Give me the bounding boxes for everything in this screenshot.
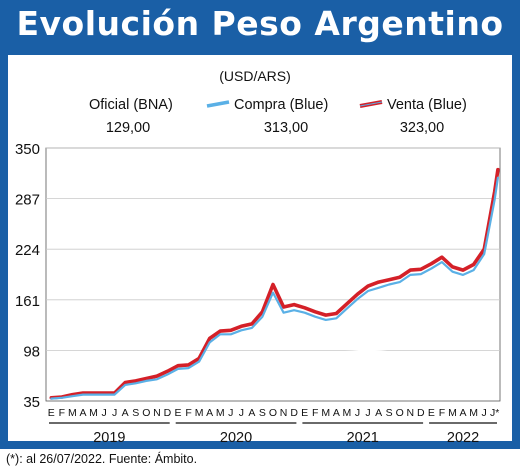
x-tick-label: J [355, 407, 360, 419]
chart: (USD/ARS) Oficial (BNA) 129,00 Compra (Blue… [15, 68, 501, 446]
legend-label: Compra (Blue) [234, 97, 328, 113]
x-tick-label: N [280, 407, 288, 419]
x-tick-label: M [321, 407, 330, 419]
plot-area [45, 147, 501, 402]
legend-label: Oficial (BNA) [89, 97, 173, 113]
series-line-venta [49, 167, 500, 400]
x-tick-label: O [142, 407, 150, 419]
x-tick-label: A [333, 407, 340, 419]
x-tick-label: J [112, 407, 117, 419]
x-tick-label: N [153, 407, 161, 419]
x-tick-label: A [122, 407, 129, 419]
legend-swatch-oficial [61, 100, 85, 108]
y-tick-label: 98 [23, 343, 40, 360]
x-tick-label: D [417, 407, 425, 419]
legend-swatch-venta-inner [359, 101, 383, 107]
x-tick-label: J* [490, 407, 499, 419]
y-tick-label: 287 [15, 192, 40, 209]
x-tick-label: A [248, 407, 255, 419]
x-tick-label: M [68, 407, 77, 419]
x-tick-label: E [428, 407, 435, 419]
series-line-compra [50, 176, 499, 400]
legend-value: 323,00 [400, 120, 444, 136]
x-tick-label: N [406, 407, 414, 419]
x-tick-label: A [206, 407, 213, 419]
legend-value: 129,00 [106, 120, 150, 136]
x-tick-label: M [343, 407, 352, 419]
legend-value: 313,00 [264, 120, 308, 136]
legend-label: Venta (Blue) [387, 97, 467, 113]
x-tick-label: M [89, 407, 98, 419]
x-tick-label: F [312, 407, 318, 419]
x-tick-label: S [132, 407, 139, 419]
x-tick-label: A [79, 407, 86, 419]
x-tick-label: J [239, 407, 244, 419]
x-tick-label: O [396, 407, 404, 419]
x-tick-label: J [101, 407, 106, 419]
x-tick-label: J [482, 407, 487, 419]
y-tick-label: 161 [15, 293, 40, 310]
x-tick-label: E [174, 407, 181, 419]
chart-subtitle: (USD/ARS) [219, 68, 291, 84]
x-tick-label: O [269, 407, 277, 419]
x-tick-label: F [59, 407, 65, 419]
x-tick-label: M [216, 407, 225, 419]
x-tick-label: J [228, 407, 233, 419]
legend-swatch-compra [206, 100, 230, 108]
year-label: 2022 [447, 430, 479, 446]
x-tick-label: D [164, 407, 172, 419]
year-label: 2021 [347, 430, 379, 446]
x-tick-label: M [469, 407, 478, 419]
footnote: (*): al 26/07/2022. Fuente: Ámbito. [6, 452, 198, 466]
x-tick-label: F [185, 407, 191, 419]
y-tick-label: 224 [15, 242, 40, 259]
x-tick-label: D [290, 407, 298, 419]
y-tick-label: 350 [15, 141, 40, 158]
year-label: 2020 [220, 430, 252, 446]
x-tick-label: M [195, 407, 204, 419]
x-tick-label: M [448, 407, 457, 419]
x-tick-label: S [259, 407, 266, 419]
x-tick-label: J [365, 407, 370, 419]
x-tick-label: A [460, 407, 467, 419]
x-tick-label: S [386, 407, 393, 419]
x-tick-label: E [48, 407, 55, 419]
y-tick-label: 35 [23, 394, 40, 411]
x-tick-label: E [301, 407, 308, 419]
year-label: 2019 [93, 430, 125, 446]
x-tick-label: F [439, 407, 445, 419]
x-tick-label: A [375, 407, 382, 419]
page-title: Evolución Peso Argentino [16, 4, 504, 43]
